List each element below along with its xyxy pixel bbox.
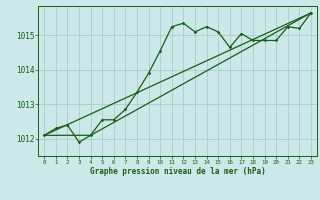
- X-axis label: Graphe pression niveau de la mer (hPa): Graphe pression niveau de la mer (hPa): [90, 167, 266, 176]
